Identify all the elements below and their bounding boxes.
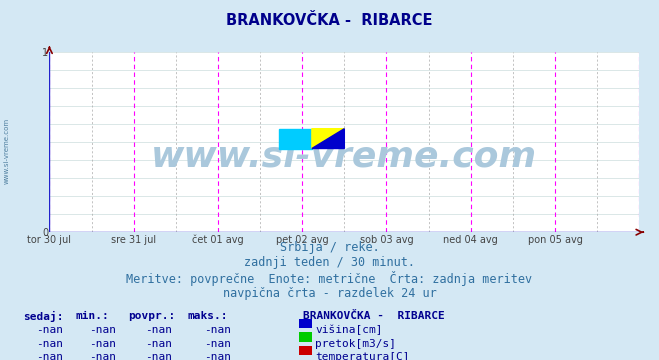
Text: -nan: -nan [145,339,171,349]
Text: BRANKOVČKA -  RIBARCE: BRANKOVČKA - RIBARCE [303,311,445,321]
Text: navpična črta - razdelek 24 ur: navpična črta - razdelek 24 ur [223,287,436,300]
Text: zadnji teden / 30 minut.: zadnji teden / 30 minut. [244,256,415,269]
Polygon shape [312,129,345,148]
Text: -nan: -nan [145,325,171,335]
Text: povpr.:: povpr.: [129,311,176,321]
Text: -nan: -nan [89,325,115,335]
Text: temperatura[C]: temperatura[C] [315,352,409,360]
Text: -nan: -nan [36,352,63,360]
Text: pretok[m3/s]: pretok[m3/s] [315,339,396,349]
Text: sedaj:: sedaj: [23,311,63,323]
Text: Meritve: povprečne  Enote: metrične  Črta: zadnja meritev: Meritve: povprečne Enote: metrične Črta:… [127,271,532,287]
Polygon shape [312,129,345,148]
Text: -nan: -nan [204,352,231,360]
Text: -nan: -nan [36,325,63,335]
Text: -nan: -nan [89,352,115,360]
Text: -nan: -nan [204,325,231,335]
Text: maks.:: maks.: [188,311,228,321]
Text: -nan: -nan [204,339,231,349]
Text: www.si-vreme.com: www.si-vreme.com [152,140,537,174]
Text: min.:: min.: [76,311,109,321]
Text: BRANKOVČKA -  RIBARCE: BRANKOVČKA - RIBARCE [226,13,433,28]
Text: -nan: -nan [89,339,115,349]
Text: Srbija / reke.: Srbija / reke. [279,241,380,254]
Text: -nan: -nan [36,339,63,349]
Text: www.si-vreme.com: www.si-vreme.com [3,118,10,184]
Polygon shape [279,129,312,148]
Text: višina[cm]: višina[cm] [315,325,382,336]
Text: -nan: -nan [145,352,171,360]
